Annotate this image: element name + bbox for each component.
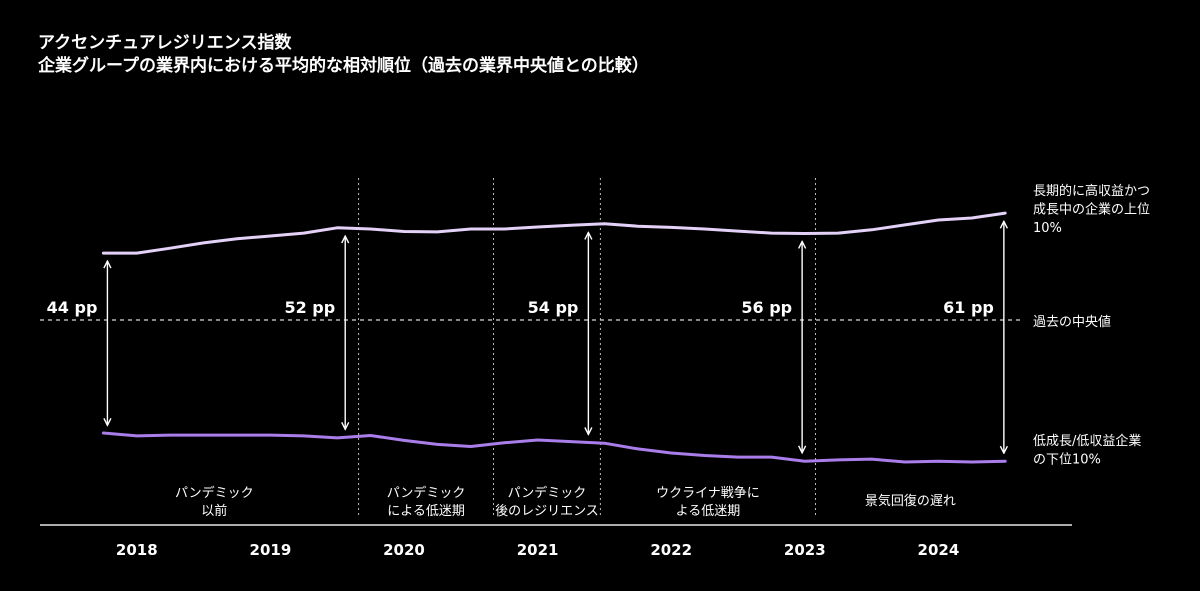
series-line-bottom-10pct xyxy=(101,431,1007,464)
series-label: 長期的に高収益かつ xyxy=(1033,183,1150,199)
period-label: による低迷期 xyxy=(387,504,465,519)
x-tick-label: 2024 xyxy=(918,541,960,559)
period-label: パンデミック xyxy=(387,485,466,501)
gap-label: 56 pp xyxy=(741,298,792,317)
series-label: 低成長/低収益企業 xyxy=(1033,433,1141,449)
series-label: の下位10% xyxy=(1033,453,1101,468)
x-tick-label: 2018 xyxy=(116,541,158,559)
gap-label: 61 pp xyxy=(943,298,994,317)
period-label: 後のレジリエンス xyxy=(495,504,599,519)
gap-label: 52 pp xyxy=(284,298,335,317)
x-tick-label: 2019 xyxy=(250,541,292,559)
gap-labels: 44 pp 52 pp 54 pp 56 pp 61 pp xyxy=(47,298,994,317)
gap-label: 44 pp xyxy=(47,298,98,317)
chart-title: アクセンチュアレジリエンス指数 xyxy=(38,32,292,53)
series-line-top-10pct xyxy=(101,211,1007,255)
chart-subtitle: 企業グループの業界内における平均的な相対順位（過去の業界中央値との比較） xyxy=(37,55,649,76)
x-tick-label: 2022 xyxy=(650,541,692,559)
period-label: パンデミック xyxy=(508,485,587,501)
period-labels: パンデミック以前パンデミックによる低迷期パンデミック後のレジリエンスウクライナ戦… xyxy=(175,485,956,519)
median-reference-label: 過去の中央値 xyxy=(1033,314,1111,330)
series-lines xyxy=(101,211,1007,464)
series-label: 成長中の企業の上位 xyxy=(1033,202,1150,218)
period-label: ウクライナ戦争に xyxy=(656,486,760,501)
x-tick-label: 2023 xyxy=(784,541,826,559)
period-label: よる低迷期 xyxy=(676,504,741,519)
period-label: 景気回復の遅れ xyxy=(865,493,956,509)
period-label: 以前 xyxy=(201,503,227,519)
series-label: 10% xyxy=(1033,221,1062,236)
median-reference: 過去の中央値 xyxy=(40,314,1111,330)
gap-arrows xyxy=(107,221,1003,453)
period-label: パンデミック xyxy=(175,485,254,501)
x-tick-label: 2021 xyxy=(517,541,559,559)
x-tick-label: 2020 xyxy=(383,541,425,559)
gap-label: 54 pp xyxy=(528,298,579,317)
x-axis-ticks: 2018 2019 2020 2021 2022 2023 2024 xyxy=(116,541,959,559)
